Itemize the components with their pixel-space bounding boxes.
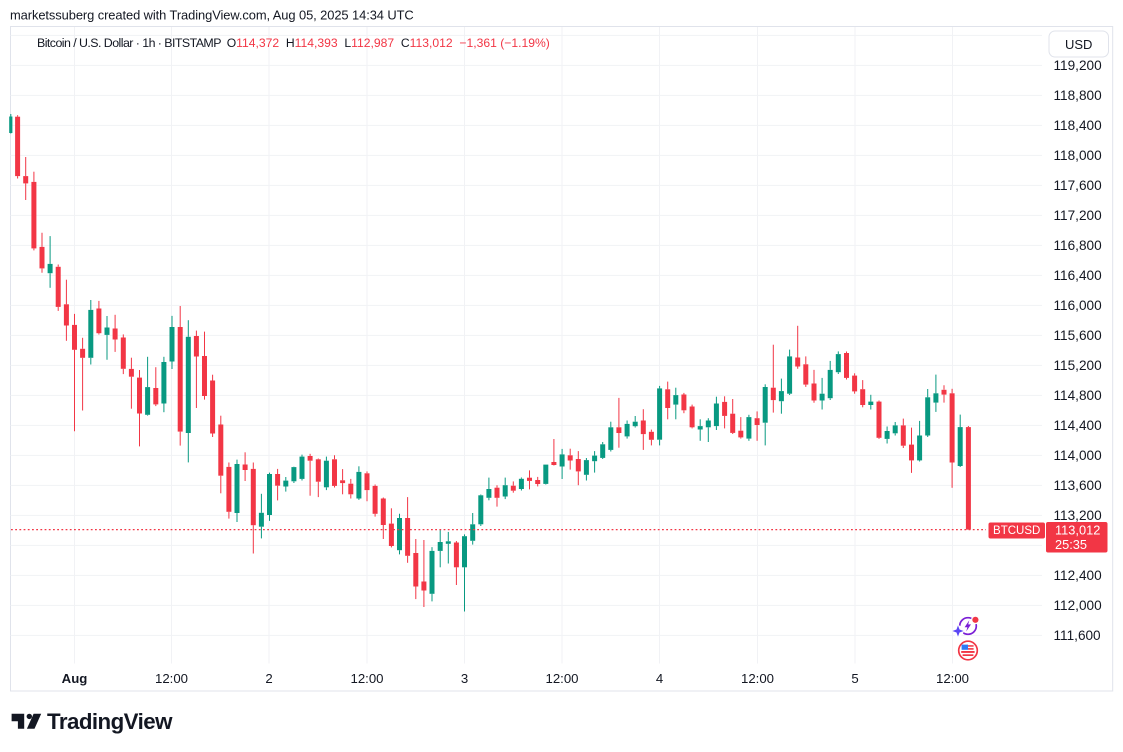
svg-text:118,000: 118,000 (1054, 148, 1103, 163)
svg-text:117,600: 117,600 (1054, 178, 1103, 193)
svg-text:Bitcoin / U.S. Dollar · 1h · B: Bitcoin / U.S. Dollar · 1h · BITSTAMP (37, 36, 221, 50)
svg-text:USD: USD (1065, 37, 1092, 52)
svg-text:116,000: 116,000 (1054, 298, 1103, 313)
svg-text:116,800: 116,800 (1054, 238, 1103, 253)
svg-text:113,600: 113,600 (1054, 478, 1103, 493)
svg-text:117,200: 117,200 (1054, 208, 1103, 223)
svg-text:25:35: 25:35 (1055, 537, 1087, 552)
svg-text:114,400: 114,400 (1054, 418, 1103, 433)
svg-text:12:00: 12:00 (936, 671, 969, 686)
svg-text:12:00: 12:00 (155, 671, 188, 686)
svg-text:12:00: 12:00 (545, 671, 578, 686)
svg-text:118,400: 118,400 (1054, 118, 1103, 133)
svg-text:111,600: 111,600 (1054, 628, 1102, 643)
svg-text:114,800: 114,800 (1054, 388, 1103, 403)
svg-text:113,200: 113,200 (1054, 508, 1103, 523)
svg-text:119,200: 119,200 (1054, 58, 1103, 73)
svg-text:3: 3 (461, 671, 468, 686)
svg-text:112,400: 112,400 (1054, 568, 1103, 583)
svg-text:114,000: 114,000 (1054, 448, 1103, 463)
svg-text:112,000: 112,000 (1054, 598, 1103, 613)
svg-text:115,200: 115,200 (1054, 358, 1103, 373)
svg-text:118,800: 118,800 (1054, 88, 1103, 103)
svg-text:5: 5 (851, 671, 858, 686)
svg-text:marketssuberg created with Tra: marketssuberg created with TradingView.c… (10, 8, 414, 23)
svg-text:12:00: 12:00 (741, 671, 774, 686)
svg-text:2: 2 (265, 671, 272, 686)
svg-text:116,400: 116,400 (1054, 268, 1103, 283)
svg-text:12:00: 12:00 (350, 671, 383, 686)
svg-text:4: 4 (656, 671, 663, 686)
svg-text:113,012: 113,012 (1055, 523, 1100, 538)
svg-text:Aug: Aug (62, 671, 88, 686)
svg-text:115,600: 115,600 (1054, 328, 1103, 343)
svg-text:BTCUSD: BTCUSD (993, 525, 1040, 537)
svg-text:O114,372 H114,393 L112,987: O114,372 H114,393 L112,987 C113,012 −1,3… (227, 36, 550, 50)
svg-text:TradingView: TradingView (47, 709, 173, 734)
